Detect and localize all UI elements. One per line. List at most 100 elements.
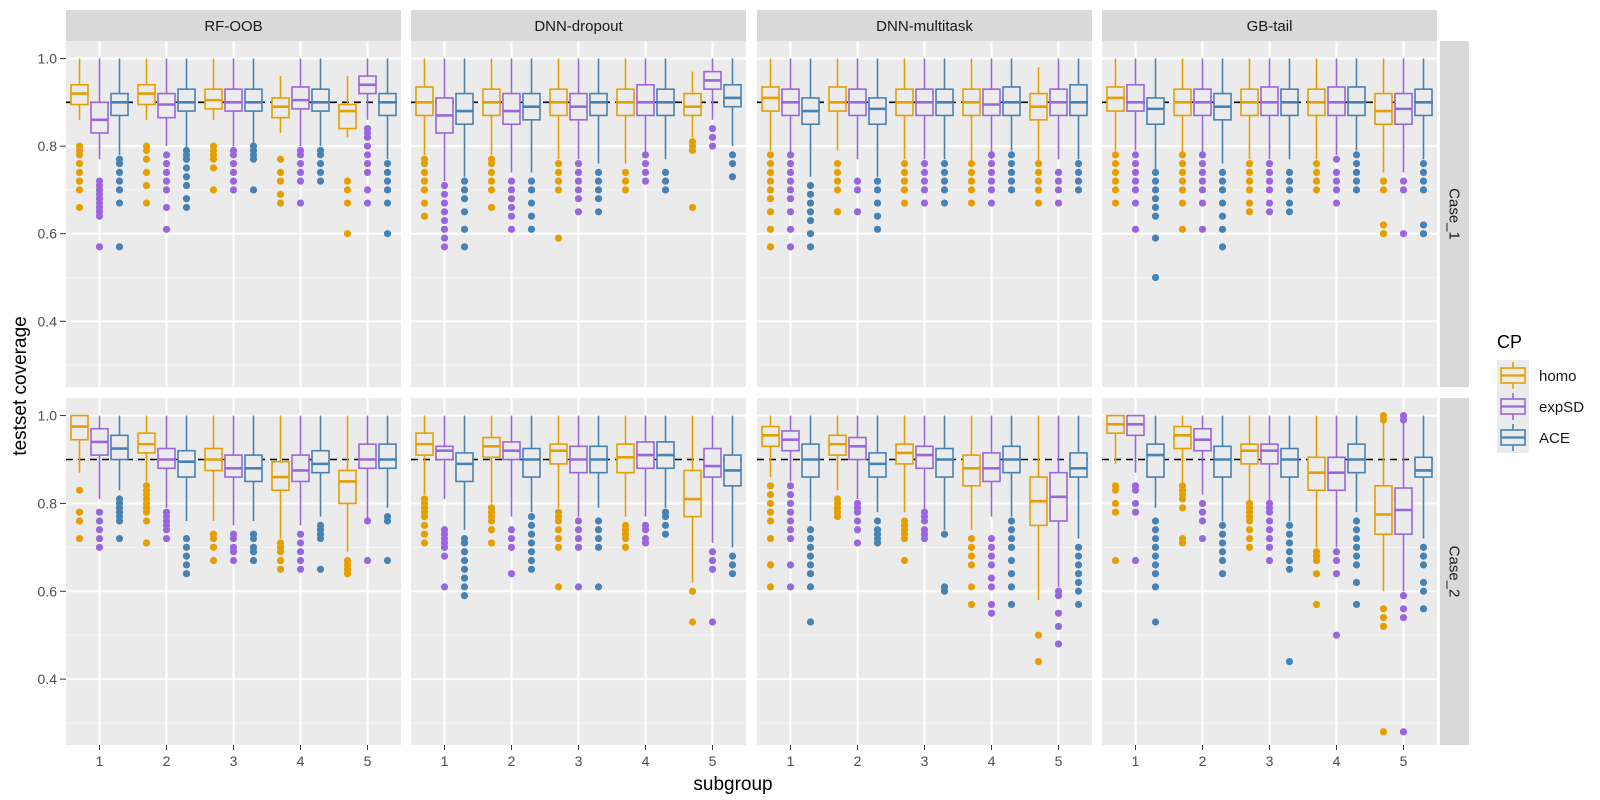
outlier-point — [1131, 151, 1140, 159]
outlier-point — [1007, 583, 1016, 591]
outlier-point — [1054, 168, 1063, 176]
outlier-point — [460, 186, 469, 194]
outlier-point — [420, 521, 429, 529]
box-ACE — [1213, 58, 1232, 251]
box-homo — [415, 415, 434, 547]
box-iqr — [549, 443, 568, 465]
box-expSD — [781, 58, 800, 251]
outlier-point — [460, 195, 469, 203]
outlier-point — [920, 199, 929, 207]
outlier-point — [574, 534, 583, 543]
box-expSD — [781, 415, 800, 591]
outlier-point — [296, 160, 305, 168]
box-homo — [415, 58, 434, 220]
outlier-point — [363, 160, 372, 168]
box-expSD — [848, 58, 867, 216]
outlier-point — [786, 517, 795, 525]
outlier-point — [1007, 600, 1016, 609]
outlier-point — [766, 534, 775, 543]
x-tick-label: 2 — [163, 753, 171, 769]
outlier-point — [1131, 556, 1140, 565]
outlier-point — [460, 208, 469, 216]
box-iqr — [828, 86, 847, 112]
box-ACE — [378, 415, 397, 565]
outlier-point — [1054, 177, 1063, 185]
box-homo — [482, 58, 501, 212]
outlier-point — [1151, 543, 1160, 551]
outlier-point — [487, 504, 496, 512]
outlier-point — [1111, 151, 1120, 159]
outlier-point — [316, 146, 325, 155]
outlier-point — [142, 168, 151, 176]
outlier-point — [229, 146, 238, 155]
outlier-point — [554, 543, 563, 551]
outlier-point — [115, 495, 124, 503]
x-tick-label: 4 — [988, 753, 996, 769]
outlier-point — [1218, 177, 1227, 185]
outlier-point — [728, 160, 737, 168]
outlier-point — [75, 160, 84, 168]
box-expSD — [636, 58, 655, 185]
box-ACE — [589, 415, 608, 591]
outlier-point — [766, 168, 775, 176]
outlier-point — [1151, 618, 1160, 626]
outlier-point — [766, 225, 775, 233]
outlier-point — [1178, 160, 1187, 168]
outlier-point — [1074, 160, 1083, 168]
outlier-point — [296, 146, 305, 155]
outlier-point — [1151, 534, 1160, 543]
box-homo — [1106, 58, 1125, 207]
outlier-point — [920, 160, 929, 168]
outlier-point — [363, 124, 372, 133]
outlier-point — [487, 177, 496, 185]
x-tick-label: 1 — [96, 753, 104, 769]
box-iqr — [435, 445, 454, 461]
outlier-point — [162, 160, 171, 168]
outlier-point — [574, 543, 583, 551]
outlier-point — [229, 168, 238, 176]
outlier-point — [1178, 199, 1187, 207]
outlier-point — [460, 177, 469, 185]
box-iqr — [1126, 83, 1145, 112]
box-homo — [683, 71, 702, 212]
outlier-point — [343, 199, 352, 207]
outlier-point — [1074, 561, 1083, 569]
outlier-point — [1218, 225, 1227, 233]
outlier-point — [1131, 186, 1140, 194]
box-iqr — [1414, 456, 1433, 478]
box-ACE — [935, 58, 954, 207]
outlier-point — [1379, 728, 1388, 736]
outlier-point — [316, 168, 325, 176]
outlier-point — [343, 186, 352, 194]
outlier-point — [1312, 168, 1321, 176]
x-tick-label: 4 — [642, 753, 650, 769]
outlier-point — [527, 530, 536, 538]
outlier-point — [766, 160, 775, 168]
outlier-point — [142, 539, 151, 547]
box-iqr — [982, 88, 1001, 117]
outlier-point — [1218, 521, 1227, 529]
box-expSD — [157, 58, 176, 233]
outlier-point — [1265, 168, 1274, 176]
x-tick-label: 1 — [441, 753, 449, 769]
outlier-point — [75, 203, 84, 212]
outlier-point — [661, 177, 670, 185]
outlier-point — [594, 208, 603, 216]
outlier-point — [162, 534, 171, 543]
row-strip-label: Case_2 — [1446, 546, 1463, 598]
outlier-point — [708, 142, 717, 150]
box-ACE — [1002, 58, 1021, 194]
outlier-point — [1034, 177, 1043, 185]
outlier-point — [1074, 570, 1083, 578]
outlier-point — [987, 177, 996, 185]
x-tick-label: 3 — [1266, 753, 1274, 769]
outlier-point — [1352, 160, 1361, 168]
outlier-point — [728, 561, 737, 569]
outlier-point — [507, 195, 516, 203]
outlier-point — [1285, 186, 1294, 194]
outlier-point — [1218, 243, 1227, 251]
outlier-point — [296, 565, 305, 573]
box-ACE — [1347, 415, 1366, 609]
outlier-point — [1332, 556, 1341, 565]
box-expSD — [1126, 414, 1145, 565]
